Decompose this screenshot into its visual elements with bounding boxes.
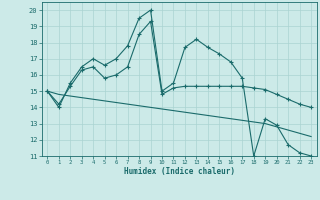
X-axis label: Humidex (Indice chaleur): Humidex (Indice chaleur) — [124, 167, 235, 176]
